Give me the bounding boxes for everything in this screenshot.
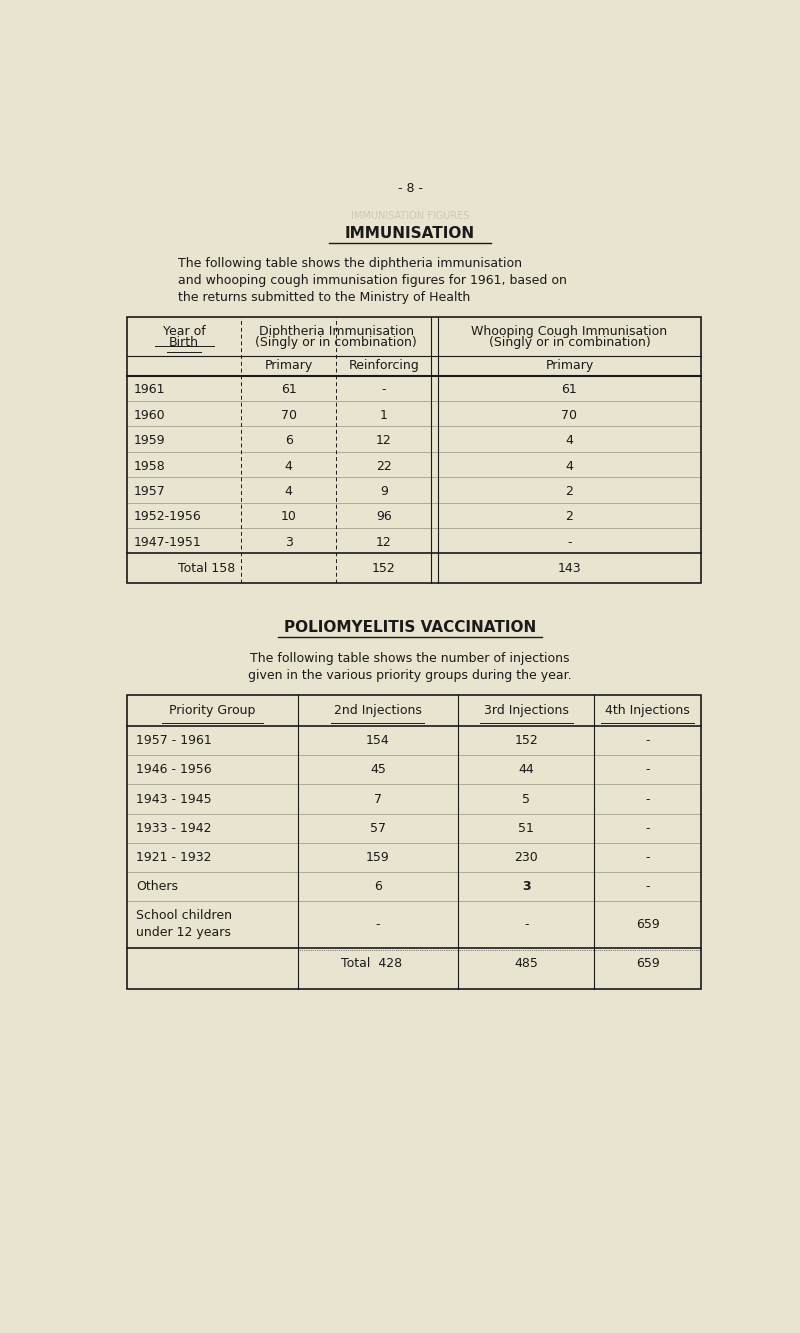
Text: 230: 230 [514, 850, 538, 864]
Text: 485: 485 [514, 957, 538, 970]
Text: 159: 159 [366, 850, 390, 864]
Text: 44: 44 [518, 764, 534, 776]
Text: -: - [646, 850, 650, 864]
Text: 1921 - 1932: 1921 - 1932 [137, 850, 212, 864]
Text: -: - [646, 793, 650, 805]
Text: 1958: 1958 [134, 460, 165, 472]
Text: -: - [646, 764, 650, 776]
Text: Reinforcing: Reinforcing [349, 360, 419, 372]
Text: Others: Others [137, 880, 178, 893]
Text: 70: 70 [562, 409, 578, 421]
Text: the returns submitted to the Ministry of Health: the returns submitted to the Ministry of… [178, 291, 470, 304]
Text: 3: 3 [285, 536, 293, 549]
Text: 4th Injections: 4th Injections [605, 704, 690, 717]
Text: 61: 61 [281, 384, 297, 396]
Text: 51: 51 [518, 822, 534, 834]
Text: 1933 - 1942: 1933 - 1942 [137, 822, 212, 834]
Text: -: - [375, 918, 380, 930]
Text: 1943 - 1945: 1943 - 1945 [137, 793, 212, 805]
Text: 1959: 1959 [134, 435, 165, 447]
Text: 6: 6 [285, 435, 293, 447]
Bar [127, 694, 701, 989]
Text: 659: 659 [636, 957, 659, 970]
Text: 6: 6 [374, 880, 382, 893]
Text: - 8 -: - 8 - [398, 181, 422, 195]
Text: Priority Group: Priority Group [169, 704, 255, 717]
Text: Whooping Cough Immunisation: Whooping Cough Immunisation [471, 325, 667, 337]
Text: 1947-1951: 1947-1951 [134, 536, 201, 549]
Text: and whooping cough immunisation figures for 1961, based on: and whooping cough immunisation figures … [178, 273, 566, 287]
Text: 2: 2 [566, 511, 574, 524]
Text: 154: 154 [366, 734, 390, 746]
Text: 2: 2 [566, 485, 574, 499]
Text: IMMUNISATION: IMMUNISATION [345, 227, 475, 241]
Text: 45: 45 [370, 764, 386, 776]
Text: 1952-1956: 1952-1956 [134, 511, 201, 524]
Text: 61: 61 [562, 384, 578, 396]
Bar [127, 317, 701, 583]
Text: 659: 659 [636, 918, 659, 930]
Text: 4: 4 [566, 435, 574, 447]
Text: 12: 12 [376, 435, 392, 447]
Text: 7: 7 [374, 793, 382, 805]
Text: 4: 4 [285, 460, 293, 472]
Text: 9: 9 [380, 485, 388, 499]
Text: 70: 70 [281, 409, 297, 421]
Text: POLIOMYELITIS VACCINATION: POLIOMYELITIS VACCINATION [284, 620, 536, 635]
Text: 1957 - 1961: 1957 - 1961 [137, 734, 212, 746]
Text: Total 158: Total 158 [178, 561, 235, 575]
Text: -: - [646, 880, 650, 893]
Text: 1: 1 [380, 409, 388, 421]
Text: 22: 22 [376, 460, 392, 472]
Text: 5: 5 [522, 793, 530, 805]
Text: 152: 152 [372, 561, 396, 575]
Text: 4: 4 [285, 485, 293, 499]
Text: (Singly or in combination): (Singly or in combination) [489, 336, 650, 349]
Text: School children: School children [137, 909, 233, 922]
Text: 2nd Injections: 2nd Injections [334, 704, 422, 717]
Text: 152: 152 [514, 734, 538, 746]
Text: 96: 96 [376, 511, 392, 524]
Text: -: - [646, 822, 650, 834]
Text: 1961: 1961 [134, 384, 165, 396]
Text: given in the various priority groups during the year.: given in the various priority groups dur… [248, 669, 572, 682]
Text: -: - [646, 734, 650, 746]
Text: The following table shows the number of injections: The following table shows the number of … [250, 652, 570, 665]
Text: Year of: Year of [162, 325, 206, 337]
Text: Primary: Primary [265, 360, 313, 372]
Text: Primary: Primary [546, 360, 594, 372]
Text: 1946 - 1956: 1946 - 1956 [137, 764, 212, 776]
Text: -: - [567, 536, 572, 549]
Text: IMMUNISATION FIGURES: IMMUNISATION FIGURES [350, 211, 470, 221]
Text: 12: 12 [376, 536, 392, 549]
Text: 3: 3 [522, 880, 530, 893]
Text: under 12 years: under 12 years [137, 926, 231, 938]
Text: 4: 4 [566, 460, 574, 472]
Text: -: - [382, 384, 386, 396]
Text: 3rd Injections: 3rd Injections [484, 704, 569, 717]
Text: Birth: Birth [169, 336, 199, 349]
Text: 10: 10 [281, 511, 297, 524]
Text: Total  428: Total 428 [341, 957, 402, 970]
Text: Diphtheria Immunisation: Diphtheria Immunisation [258, 325, 414, 337]
Text: The following table shows the diphtheria immunisation: The following table shows the diphtheria… [178, 257, 522, 271]
Text: (Singly or in combination): (Singly or in combination) [255, 336, 417, 349]
Text: -: - [524, 918, 529, 930]
Text: 57: 57 [370, 822, 386, 834]
Text: 1960: 1960 [134, 409, 165, 421]
Text: 143: 143 [558, 561, 582, 575]
Text: 1957: 1957 [134, 485, 165, 499]
